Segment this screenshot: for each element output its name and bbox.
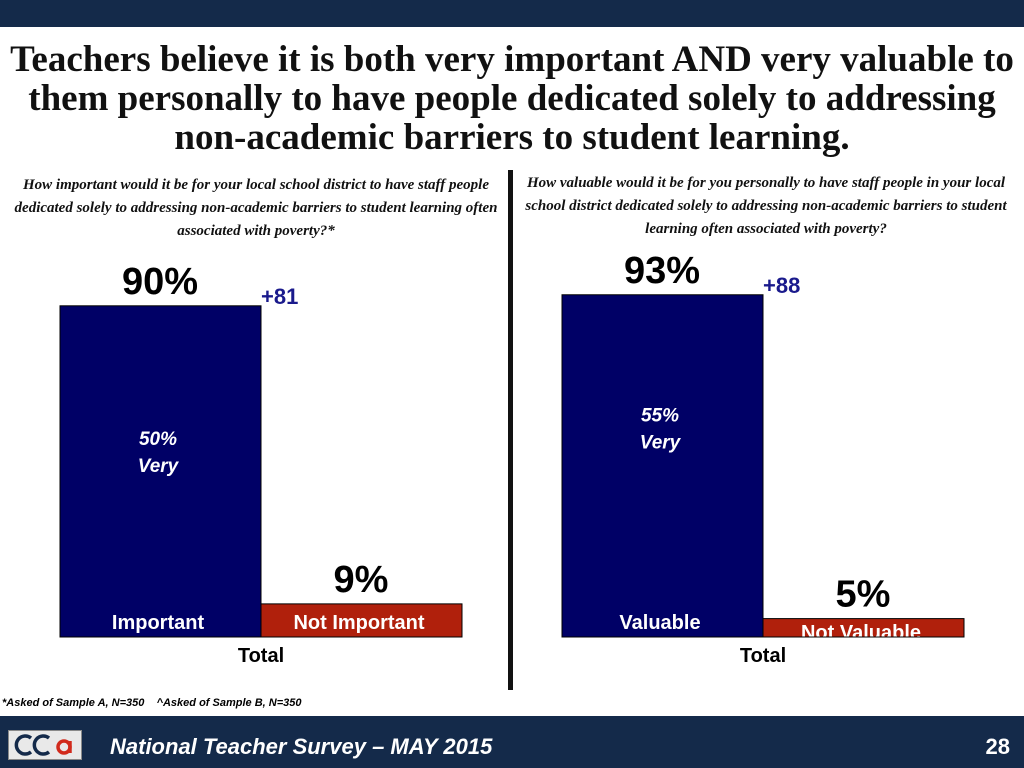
bar-important xyxy=(59,305,262,638)
page-number: 28 xyxy=(985,734,1010,759)
chart-importance: 90% 9% +81 50% Very Important Not Important Tot… xyxy=(59,261,463,667)
gca-logo xyxy=(8,730,82,760)
category-label-main: Important xyxy=(112,612,205,634)
footnote: *Asked of Sample A, N=350 ^Asked of Samp… xyxy=(2,697,302,709)
very-percent-label: 55% xyxy=(641,405,679,426)
footer-banner xyxy=(0,716,1024,768)
chart-value: 93% 5% +88 55% Very Valuable Not Valuable Total xyxy=(561,250,965,667)
bar-valuable xyxy=(561,294,764,638)
bar-not-important xyxy=(260,603,463,638)
vertical-divider xyxy=(508,170,513,690)
value-label-minor: 5% xyxy=(836,574,891,616)
slide-title: Teachers believe it is both very importa… xyxy=(10,39,1014,158)
very-percent-label: 50% xyxy=(139,429,177,450)
question-important: How important would it be for your local… xyxy=(14,177,498,239)
very-text-label: Very xyxy=(640,432,682,453)
question-valuable: How valuable would it be for you persona… xyxy=(525,175,1007,237)
value-label-main: 93% xyxy=(624,250,700,292)
category-label-minor: Not Important xyxy=(293,612,424,634)
category-label-minor: Not Valuable xyxy=(801,622,921,644)
very-text-label: Very xyxy=(138,456,180,477)
net-label: +88 xyxy=(763,273,800,298)
value-label-main: 90% xyxy=(122,261,198,303)
x-axis-label: Total xyxy=(238,645,284,667)
value-label-minor: 9% xyxy=(334,559,389,601)
top-banner xyxy=(0,0,1024,27)
x-axis-label: Total xyxy=(740,645,786,667)
category-label-main: Valuable xyxy=(619,612,700,634)
footer-title: National Teacher Survey – MAY 2015 xyxy=(110,734,493,759)
net-label: +81 xyxy=(261,284,298,309)
